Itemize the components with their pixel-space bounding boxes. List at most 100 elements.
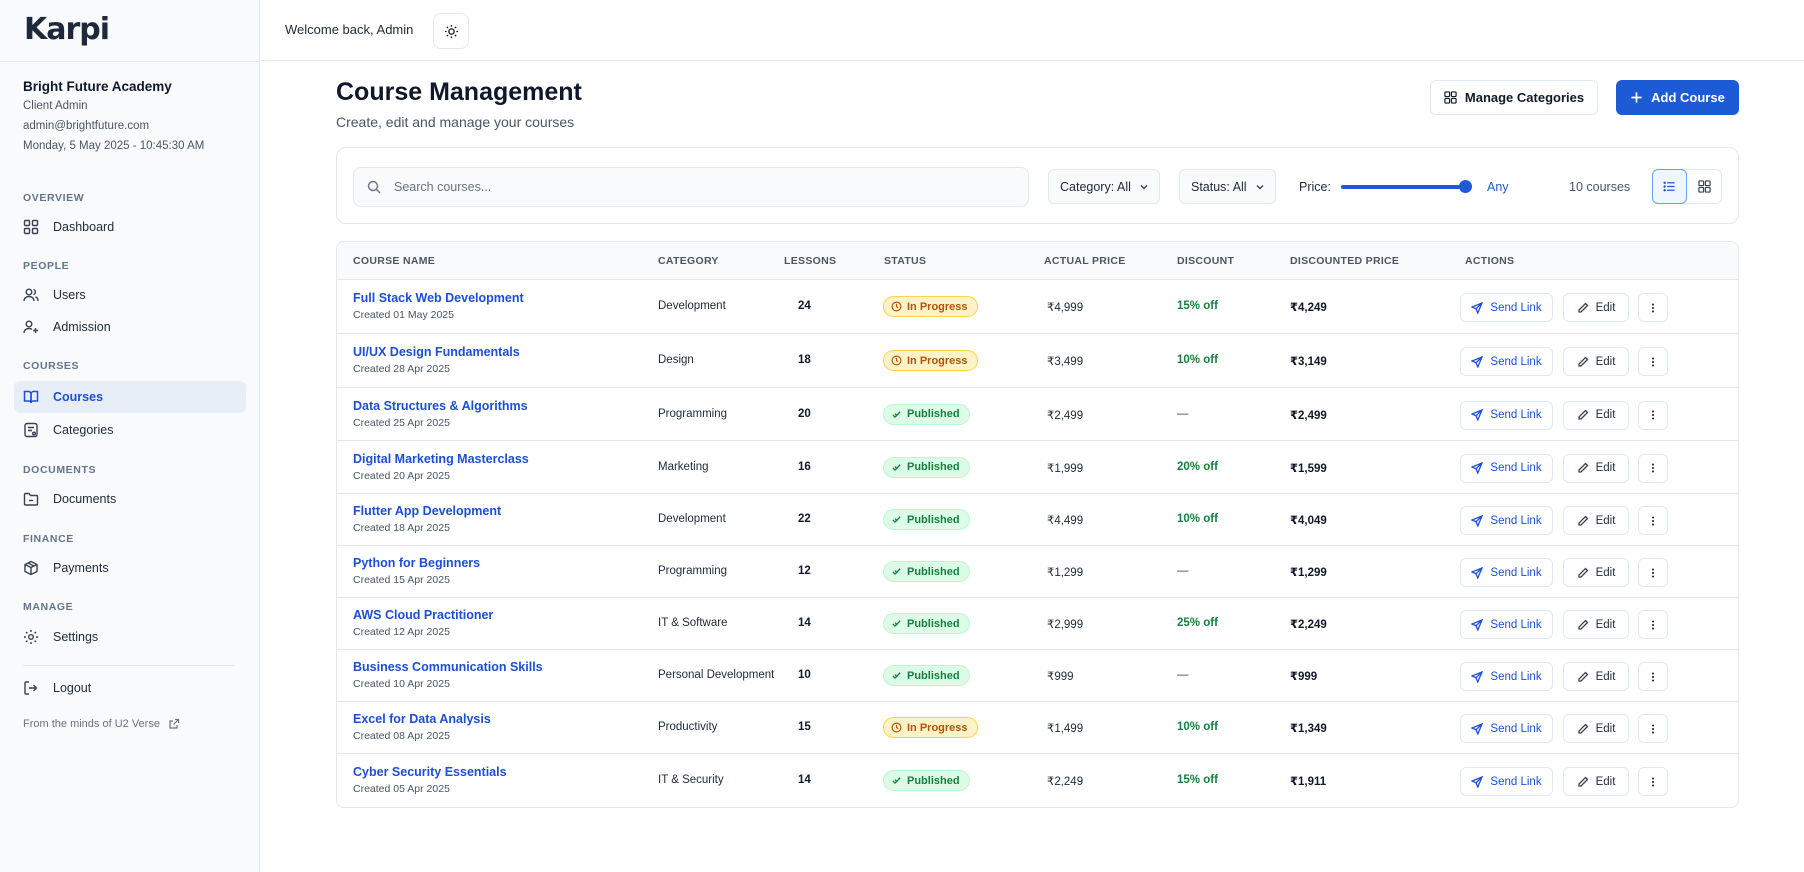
- discount: —: [1177, 565, 1189, 577]
- table-row[interactable]: Flutter App Development Created 18 Apr 20…: [337, 494, 1738, 546]
- discounted-price: ₹4,049: [1290, 515, 1327, 527]
- send-link-label: Send Link: [1490, 722, 1542, 735]
- course-created-date: Created 15 Apr 2025: [353, 574, 450, 586]
- discount: 15% off: [1177, 774, 1218, 786]
- course-name-link[interactable]: AWS Cloud Practitioner: [353, 608, 494, 622]
- edit-button[interactable]: Edit: [1563, 610, 1629, 639]
- status-filter[interactable]: Status: All: [1179, 169, 1276, 204]
- more-actions-button[interactable]: [1638, 767, 1668, 796]
- sidebar-item-dashboard[interactable]: Dashboard: [14, 211, 246, 243]
- sidebar-item-categories[interactable]: Categories: [14, 414, 246, 446]
- sidebar-item-settings[interactable]: Settings: [14, 621, 246, 653]
- discount: 25% off: [1177, 617, 1218, 629]
- search-box[interactable]: [353, 167, 1029, 207]
- sidebar-item-courses[interactable]: Courses: [14, 381, 246, 413]
- logout-button[interactable]: Logout: [14, 672, 246, 704]
- table-row[interactable]: Full Stack Web Development Created 01 May…: [337, 280, 1738, 334]
- course-name-link[interactable]: Flutter App Development: [353, 504, 502, 518]
- course-name-link[interactable]: Full Stack Web Development: [353, 291, 524, 305]
- grid-view-button[interactable]: [1687, 170, 1721, 203]
- dashboard-icon: [23, 219, 39, 235]
- more-actions-button[interactable]: [1638, 453, 1668, 483]
- package-icon: [24, 560, 38, 576]
- table-row[interactable]: Cyber Security Essentials Created 05 Apr …: [337, 754, 1738, 807]
- send-link-button[interactable]: Send Link: [1460, 714, 1553, 743]
- app-logo[interactable]: Karpi: [24, 12, 110, 47]
- table-row[interactable]: Python for Beginners Created 15 Apr 2025 P…: [337, 546, 1738, 598]
- more-actions-button[interactable]: [1638, 347, 1668, 376]
- edit-button[interactable]: Edit: [1563, 400, 1629, 430]
- sidebar-item-label: Settings: [53, 630, 99, 644]
- list-view-button[interactable]: [1652, 169, 1688, 204]
- course-name-link[interactable]: UI/UX Design Fundamentals: [353, 345, 520, 359]
- welcome-text: Welcome back, Admin: [285, 22, 414, 37]
- course-name-link[interactable]: Business Communication Skills: [353, 660, 543, 674]
- clock-icon: [891, 722, 902, 733]
- more-actions-button[interactable]: [1638, 293, 1668, 322]
- price-slider-thumb[interactable]: [1459, 180, 1472, 193]
- actual-price: ₹4,499: [1047, 515, 1084, 527]
- send-link-button[interactable]: Send Link: [1460, 453, 1553, 483]
- pencil-icon: [1577, 462, 1588, 473]
- table-row[interactable]: Excel for Data Analysis Created 08 Apr 20…: [337, 702, 1738, 754]
- status-badge: In Progress: [883, 717, 978, 738]
- sidebar-item-admission[interactable]: Admission: [14, 311, 246, 343]
- course-name-link[interactable]: Python for Beginners: [353, 556, 481, 570]
- more-actions-button[interactable]: [1638, 506, 1668, 535]
- edit-button[interactable]: Edit: [1563, 662, 1629, 691]
- edit-button[interactable]: Edit: [1563, 347, 1629, 376]
- actual-price: ₹1,499: [1047, 723, 1084, 735]
- course-name-link[interactable]: Excel for Data Analysis: [353, 712, 491, 726]
- sidebar-item-payments[interactable]: Payments: [14, 552, 246, 584]
- status-badge: In Progress: [883, 350, 978, 371]
- discounted-price: ₹1,349: [1290, 723, 1327, 735]
- sidebar-item-documents[interactable]: Documents: [14, 483, 246, 515]
- edit-button[interactable]: Edit: [1563, 714, 1629, 743]
- price-slider-track[interactable]: [1341, 185, 1471, 189]
- send-link-button[interactable]: Send Link: [1460, 506, 1553, 535]
- send-link-button[interactable]: Send Link: [1460, 610, 1553, 639]
- edit-button[interactable]: Edit: [1563, 767, 1629, 796]
- edit-button[interactable]: Edit: [1563, 453, 1629, 483]
- manage-categories-button[interactable]: Manage Categories: [1430, 80, 1598, 115]
- more-actions-button[interactable]: [1638, 558, 1668, 587]
- course-lessons: 18: [798, 354, 811, 366]
- table-row[interactable]: AWS Cloud Practitioner Created 12 Apr 202…: [337, 598, 1738, 650]
- table-row[interactable]: Business Communication Skills Created 10 …: [337, 650, 1738, 702]
- send-link-label: Send Link: [1490, 566, 1542, 579]
- course-name-cell: Full Stack Web Development Created 01 May…: [353, 291, 524, 321]
- course-name-link[interactable]: Cyber Security Essentials: [353, 765, 507, 779]
- course-created-date: Created 20 Apr 2025: [353, 469, 450, 482]
- table-row[interactable]: Digital Marketing Masterclass Created 20 …: [337, 441, 1738, 494]
- edit-label: Edit: [1595, 355, 1616, 368]
- more-vertical-icon: [1652, 410, 1654, 420]
- edit-button[interactable]: Edit: [1563, 293, 1629, 322]
- search-input[interactable]: [394, 180, 994, 194]
- add-course-button[interactable]: Add Course: [1616, 80, 1739, 115]
- footer-link[interactable]: From the minds of U2 Verse: [23, 718, 180, 730]
- more-actions-button[interactable]: [1638, 400, 1668, 430]
- list-icon: [1663, 181, 1675, 192]
- more-actions-button[interactable]: [1638, 662, 1668, 691]
- sidebar-item-users[interactable]: Users: [14, 279, 246, 311]
- send-link-button[interactable]: Send Link: [1460, 293, 1553, 322]
- course-name-link[interactable]: Digital Marketing Masterclass: [353, 451, 529, 466]
- send-link-button[interactable]: Send Link: [1460, 767, 1553, 796]
- more-actions-button[interactable]: [1638, 610, 1668, 639]
- table-row[interactable]: UI/UX Design Fundamentals Created 28 Apr …: [337, 334, 1738, 388]
- course-name-link[interactable]: Data Structures & Algorithms: [353, 398, 528, 413]
- status-badge: Published: [883, 456, 970, 478]
- send-link-button[interactable]: Send Link: [1460, 347, 1553, 376]
- edit-label: Edit: [1595, 618, 1616, 631]
- pencil-icon: [1577, 776, 1588, 787]
- send-link-button[interactable]: Send Link: [1460, 662, 1553, 691]
- send-link-button[interactable]: Send Link: [1460, 558, 1553, 587]
- category-filter[interactable]: Category: All: [1048, 169, 1160, 204]
- edit-button[interactable]: Edit: [1563, 506, 1629, 535]
- table-row[interactable]: Data Structures & Algorithms Created 25 A…: [337, 388, 1738, 441]
- edit-button[interactable]: Edit: [1563, 558, 1629, 587]
- more-actions-button[interactable]: [1638, 714, 1668, 743]
- theme-toggle-button[interactable]: [433, 13, 469, 49]
- send-link-button[interactable]: Send Link: [1460, 400, 1553, 430]
- org-name: Bright Future Academy: [23, 79, 172, 94]
